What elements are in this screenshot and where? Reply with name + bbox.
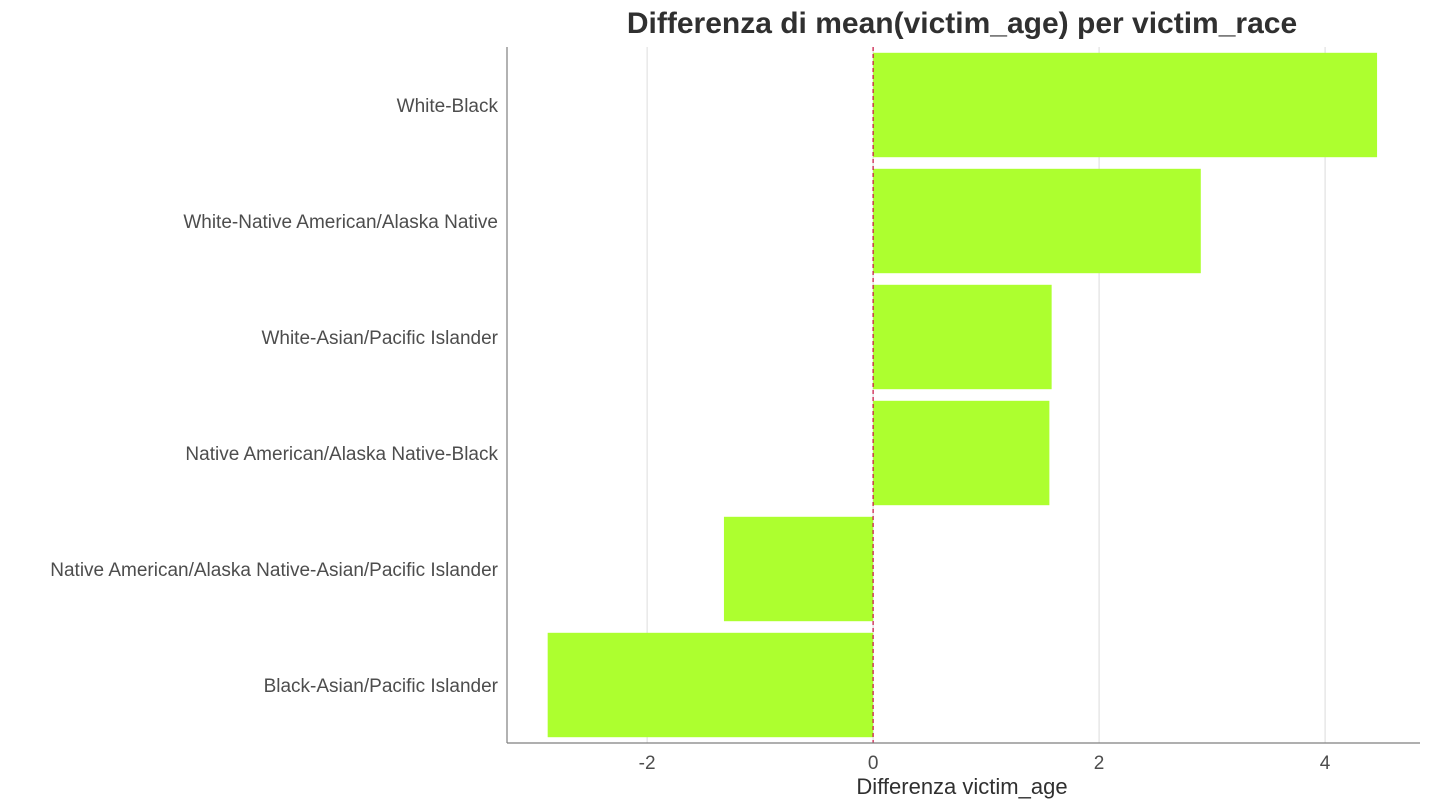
category-label-5: Black-Asian/Pacific Islander [264,676,499,697]
axes [506,47,1420,744]
bar-3 [873,400,1050,506]
x-tick-label-0: -2 [639,753,656,774]
bar-0 [873,52,1378,158]
category-label-0: White-Black [397,96,499,117]
chart-title: Differenza di mean(victim_age) per victi… [627,7,1297,40]
category-label-2: White-Asian/Pacific Islander [261,328,498,349]
x-tick-label-3: 4 [1320,753,1331,774]
x-axis-title: Differenza victim_age [856,774,1067,799]
bar-5 [547,632,874,738]
bar-4 [723,516,874,622]
bars [547,52,1378,738]
category-label-1: White-Native American/Alaska Native [183,212,498,233]
x-tick-labels: -2 0 2 4 [639,753,1331,774]
category-labels: White-Black White-Native American/Alaska … [50,96,498,697]
category-label-3: Native American/Alaska Native-Black [185,444,498,465]
category-label-4: Native American/Alaska Native-Asian/Paci… [50,560,498,581]
bar-2 [873,284,1052,390]
bar-1 [873,168,1201,274]
x-tick-label-2: 2 [1094,753,1105,774]
x-tick-label-1: 0 [868,753,879,774]
